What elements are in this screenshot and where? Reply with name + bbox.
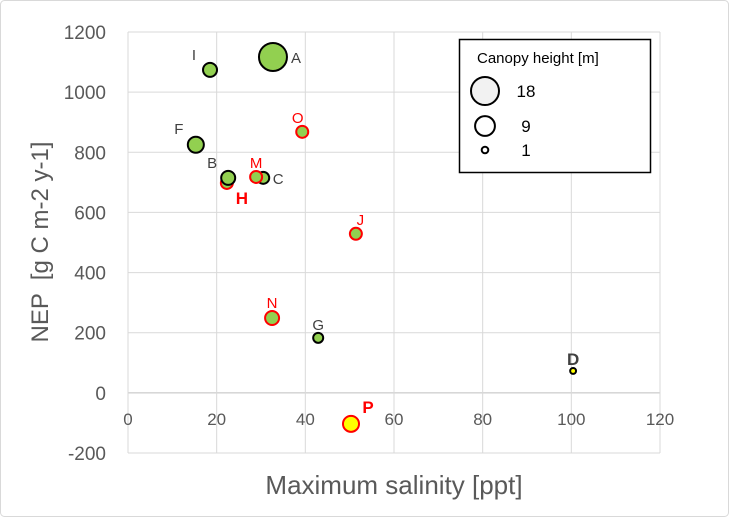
legend-bubble <box>480 145 490 155</box>
y-tick-label: 800 <box>74 143 106 164</box>
y-tick-label: 600 <box>74 203 106 224</box>
bubble-label-H: H <box>236 189 248 208</box>
x-tick-label: 60 <box>385 410 404 429</box>
y-tick-label: 0 <box>95 384 106 405</box>
bubble-B <box>220 169 237 186</box>
bubble-label-A: A <box>291 50 301 67</box>
legend-entry-label: 1 <box>521 141 530 160</box>
bubble-N <box>264 309 281 326</box>
bubble-A <box>257 41 288 72</box>
legend-bubble <box>474 115 496 137</box>
legend-title: Canopy height [m] <box>477 50 599 67</box>
bubble-O <box>295 124 310 139</box>
bubble-I <box>202 61 219 78</box>
bubble-label-M: M <box>250 155 263 172</box>
y-tick-label: 1200 <box>64 23 106 44</box>
bubble-F <box>186 135 205 154</box>
x-tick-label: 0 <box>123 410 132 429</box>
x-tick-label: 120 <box>646 410 674 429</box>
legend-entry-label: 18 <box>517 82 536 101</box>
bubble-label-D: D <box>567 350 579 369</box>
legend-box <box>458 38 652 174</box>
bubble-label-J: J <box>357 212 365 229</box>
x-tick-label: 40 <box>296 410 315 429</box>
bubble-label-G: G <box>312 317 324 334</box>
x-axis-label: Maximum salinity [ppt] <box>265 470 522 500</box>
bubble-M <box>249 169 264 184</box>
bubble-label-C: C <box>273 171 284 188</box>
bubble-label-N: N <box>267 295 278 312</box>
y-tick-label: -200 <box>68 444 106 465</box>
bubble-G <box>312 331 325 344</box>
bubble-label-F: F <box>174 121 183 138</box>
bubble-label-I: I <box>192 47 196 64</box>
bubble-label-B: B <box>207 155 217 172</box>
x-tick-label: 20 <box>207 410 226 429</box>
y-tick-label: 200 <box>74 324 106 345</box>
y-axis-label: NEP [g C m-2 y-1] <box>27 142 54 343</box>
x-tick-label: 80 <box>473 410 492 429</box>
bubble-label-P: P <box>362 398 373 417</box>
legend-bubble <box>470 76 500 106</box>
y-tick-label: 1000 <box>64 83 106 104</box>
x-tick-label: 100 <box>557 410 585 429</box>
bubble-J <box>348 226 363 241</box>
legend: Canopy height [m] 18 9 1 <box>458 38 652 174</box>
bubble-P <box>341 414 361 433</box>
bubble-label-O: O <box>292 110 304 127</box>
y-tick-label: 400 <box>74 264 106 285</box>
bubble-D <box>569 366 578 375</box>
legend-entry-label: 9 <box>521 117 530 136</box>
